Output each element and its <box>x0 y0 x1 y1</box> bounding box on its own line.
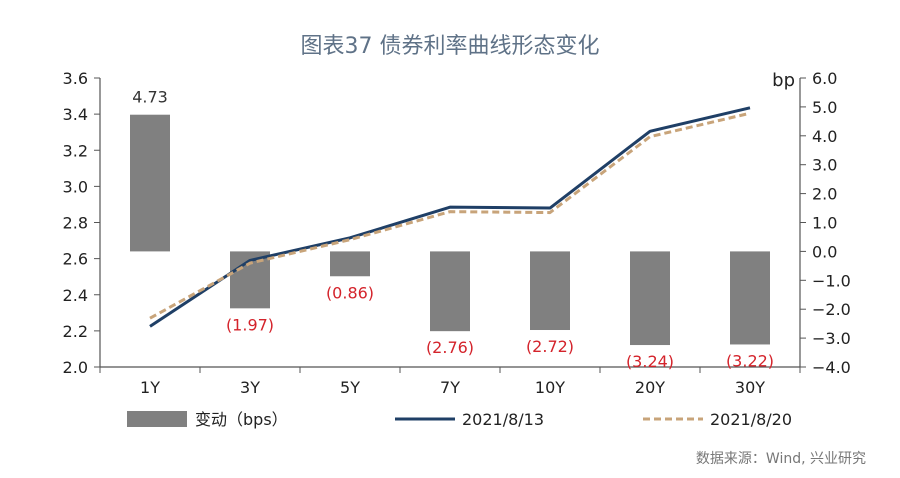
right-tick-label: −2.0 <box>812 300 851 319</box>
right-tick-label: −4.0 <box>812 358 851 377</box>
left-tick-label: 2.6 <box>63 250 88 269</box>
left-tick-label: 2.4 <box>63 286 88 305</box>
bar-20Y <box>630 251 670 346</box>
right-axis-unit: bp <box>772 70 795 91</box>
bar-data-label: 4.73 <box>132 88 168 107</box>
legend-series-2-label: 2021/8/20 <box>710 410 792 429</box>
left-tick-label: 3.4 <box>63 105 88 124</box>
right-tick-label: 4.0 <box>812 127 837 146</box>
right-tick-label: −1.0 <box>812 271 851 290</box>
left-tick-label: 2.2 <box>63 322 88 341</box>
bar-1Y <box>130 114 170 252</box>
left-tick-label: 2.8 <box>63 214 88 233</box>
x-tick-label: 1Y <box>140 378 160 397</box>
right-tick-label: 0.0 <box>812 242 837 261</box>
bar-data-label: (2.76) <box>426 338 474 357</box>
bar-data-label: (3.22) <box>726 351 774 370</box>
left-tick-label: 3.2 <box>63 141 88 160</box>
x-tick-label: 3Y <box>240 378 260 397</box>
right-tick-label: 6.0 <box>812 69 837 88</box>
legend-bar-label: 变动（bps） <box>195 410 288 429</box>
bar-data-label: (1.97) <box>226 315 274 334</box>
right-tick-label: 3.0 <box>812 156 837 175</box>
x-tick-label: 7Y <box>440 378 460 397</box>
series-line-2 <box>149 111 751 320</box>
x-tick-label: 10Y <box>535 378 565 397</box>
right-tick-label: −3.0 <box>812 329 851 348</box>
series-line-1 <box>149 106 751 328</box>
left-tick-label: 2.0 <box>63 358 88 377</box>
left-tick-label: 3.0 <box>63 177 88 196</box>
x-tick-label: 5Y <box>340 378 360 397</box>
right-tick-label: 2.0 <box>812 185 837 204</box>
left-tick-label: 3.6 <box>63 69 88 88</box>
source-note: 数据来源：Wind, 兴业研究 <box>695 451 866 467</box>
chart-title: 图表37 债券利率曲线形态变化 <box>300 34 600 59</box>
bar-data-label: (0.86) <box>326 283 374 302</box>
x-tick-label: 30Y <box>735 378 765 397</box>
bar-data-label: (3.24) <box>626 352 674 371</box>
right-tick-label: 5.0 <box>812 98 837 117</box>
bar-30Y <box>730 251 770 345</box>
legend-series-1-label: 2021/8/13 <box>462 410 544 429</box>
bar-data-label: (2.72) <box>526 337 574 356</box>
bar-10Y <box>530 251 570 331</box>
bar-7Y <box>430 251 470 332</box>
x-tick-label: 20Y <box>635 378 665 397</box>
legend-bar-swatch <box>127 411 187 427</box>
bar-5Y <box>330 251 370 277</box>
right-tick-label: 1.0 <box>812 214 837 233</box>
